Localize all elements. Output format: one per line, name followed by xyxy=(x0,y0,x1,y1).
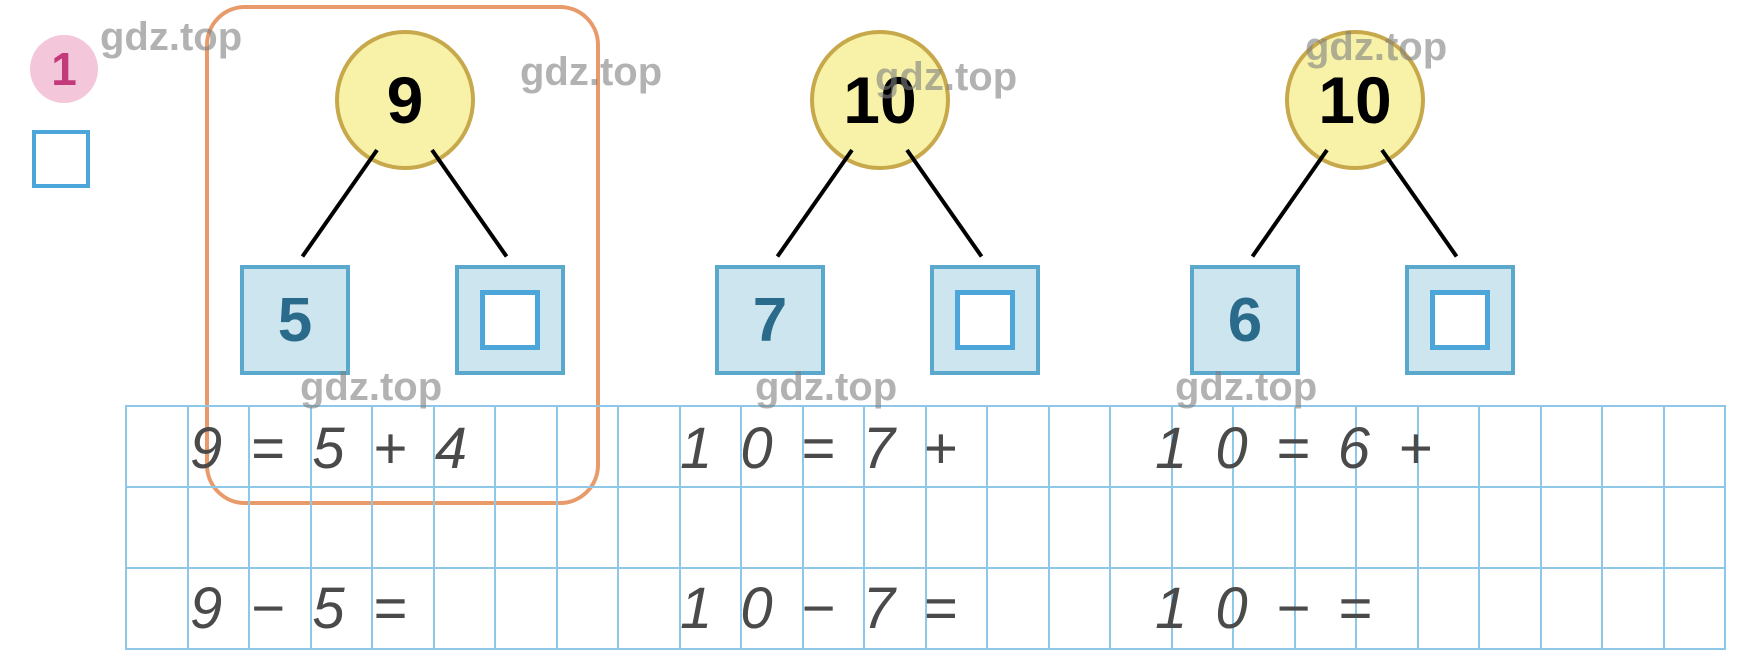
part-box-right[interactable] xyxy=(455,265,565,375)
connector-line xyxy=(1251,149,1329,258)
part-box-right[interactable] xyxy=(1405,265,1515,375)
equation-text: 1 0 = 7 + xyxy=(680,415,963,482)
watermark-text: gdz.top xyxy=(875,55,1017,100)
grid-line xyxy=(1109,405,1111,650)
equation-text: 1 0 = 6 + xyxy=(1155,415,1438,482)
watermark-text: gdz.top xyxy=(755,365,897,410)
equation-text: 9 = 5 + 4 xyxy=(190,415,473,482)
watermark-text: gdz.top xyxy=(300,365,442,410)
grid-line xyxy=(1048,405,1050,650)
problem-number-badge: 1 xyxy=(30,35,98,103)
grid-line xyxy=(1724,405,1726,650)
equation-text: 1 0 − = xyxy=(1155,575,1378,642)
watermark-text: gdz.top xyxy=(100,15,242,60)
part-value-left: 6 xyxy=(1228,285,1262,356)
part-value-left: 7 xyxy=(753,285,787,356)
whole-value: 10 xyxy=(1318,62,1391,138)
grid-line xyxy=(1478,405,1480,650)
part-box-left: 5 xyxy=(240,265,350,375)
grid-line xyxy=(125,405,127,650)
grid-line xyxy=(187,405,189,650)
whole-circle: 9 xyxy=(335,30,475,170)
grid-line xyxy=(986,405,988,650)
connector-line xyxy=(1380,149,1458,258)
grid-line xyxy=(617,405,619,650)
number-bond-diagram: 10 6 xyxy=(1165,30,1545,380)
blank-input-icon xyxy=(955,290,1015,350)
grid-line xyxy=(494,405,496,650)
part-box-left: 7 xyxy=(715,265,825,375)
watermark-text: gdz.top xyxy=(1175,365,1317,410)
grid-line xyxy=(1540,405,1542,650)
answer-grid: 9 = 5 + 4 1 0 = 7 + 1 0 = 6 + 9 − 5 = 1 0 − … xyxy=(125,405,1725,650)
equation-text: 1 0 − 7 = xyxy=(680,575,963,642)
grid-line xyxy=(556,405,558,650)
grid-line xyxy=(1601,405,1603,650)
blank-input-icon xyxy=(480,290,540,350)
whole-value: 9 xyxy=(387,62,424,138)
part-box-left: 6 xyxy=(1190,265,1300,375)
blank-square-icon xyxy=(32,130,90,188)
equation-text: 9 − 5 = xyxy=(190,575,413,642)
part-value-left: 5 xyxy=(278,285,312,356)
watermark-text: gdz.top xyxy=(1305,25,1447,70)
connector-line xyxy=(905,149,983,258)
watermark-text: gdz.top xyxy=(520,50,662,95)
grid-line xyxy=(1663,405,1665,650)
problem-number-text: 1 xyxy=(51,42,77,96)
whole-circle: 10 xyxy=(810,30,950,170)
part-box-right[interactable] xyxy=(930,265,1040,375)
blank-input-icon xyxy=(1430,290,1490,350)
connector-line xyxy=(776,149,854,258)
